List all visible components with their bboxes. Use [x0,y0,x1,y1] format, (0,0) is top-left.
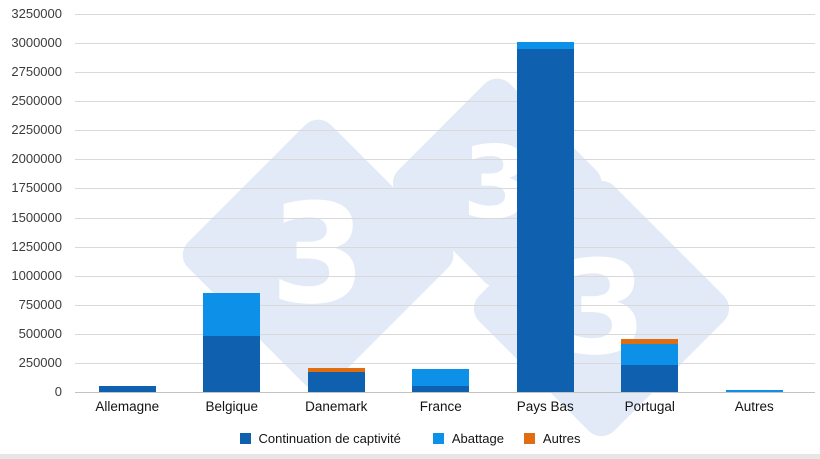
bottom-strip [0,454,820,459]
y-tick-label: 2500000 [11,93,62,109]
gridline [75,188,815,190]
gridline [75,101,815,103]
y-tick-label: 1750000 [11,180,62,196]
bar-segment-france [412,368,470,387]
gridline [75,246,815,248]
gridline [75,72,815,74]
gridline [75,275,815,277]
legend-item: Autres [523,430,581,446]
bar-segment-danemark [307,367,365,373]
y-tick-label: 750000 [18,296,62,312]
bar-segment-pays-bas [516,41,574,49]
bar-segment-france [412,386,470,392]
gridline [75,304,815,306]
bar-segment-allemagne [98,386,156,392]
bar-segment-danemark [307,372,365,392]
x-category-label: Danemark [305,399,368,414]
legend: Continuation de captivité Abattage Autres [0,429,820,447]
legend-swatch-icon [523,432,535,444]
legend-item: Continuation de captivité [239,430,401,446]
x-category-label: Autres [734,399,774,414]
gridline [75,159,815,161]
x-category-label: Portugal [624,399,675,414]
bar-segment-portugal [621,343,679,366]
gridline [75,217,815,219]
gridline [75,333,815,335]
x-category-label: Belgique [205,399,259,414]
legend-item: Abattage [432,430,504,446]
y-tick-label: 0 [54,384,62,399]
gridline [75,130,815,132]
gridline [75,362,815,364]
gridline [75,43,815,45]
gridline [75,14,815,15]
y-tick-label: 1250000 [11,238,62,254]
bar-segment-belgique [203,292,261,337]
y-tick-label: 2750000 [11,64,62,80]
bar-segment-pays-bas [516,48,574,392]
legend-swatch-icon [432,432,444,444]
y-tick-label: 2250000 [11,122,62,138]
legend-label: Abattage [451,430,504,446]
bar-segment-belgique [203,336,261,392]
y-tick-label: 500000 [18,325,62,341]
y-tick-label: 3250000 [11,6,62,21]
y-tick-label: 2000000 [11,151,62,167]
x-category-label: Allemagne [95,399,160,414]
legend-label: Continuation de captivité [258,430,401,446]
legend-swatch-icon [239,432,251,444]
x-category-label: France [419,399,462,414]
y-tick-label: 1500000 [11,209,62,225]
bar-segment-portugal [621,365,679,392]
bar-segment-portugal [621,339,679,344]
y-tick-label: 1000000 [11,267,62,283]
x-category-label: Pays Bas [516,399,574,414]
bar-segment-autres [725,389,783,392]
y-tick-label: 250000 [18,354,62,370]
y-tick-label: 3000000 [11,35,62,51]
legend-label: Autres [542,430,581,446]
x-axis-line [75,392,815,393]
